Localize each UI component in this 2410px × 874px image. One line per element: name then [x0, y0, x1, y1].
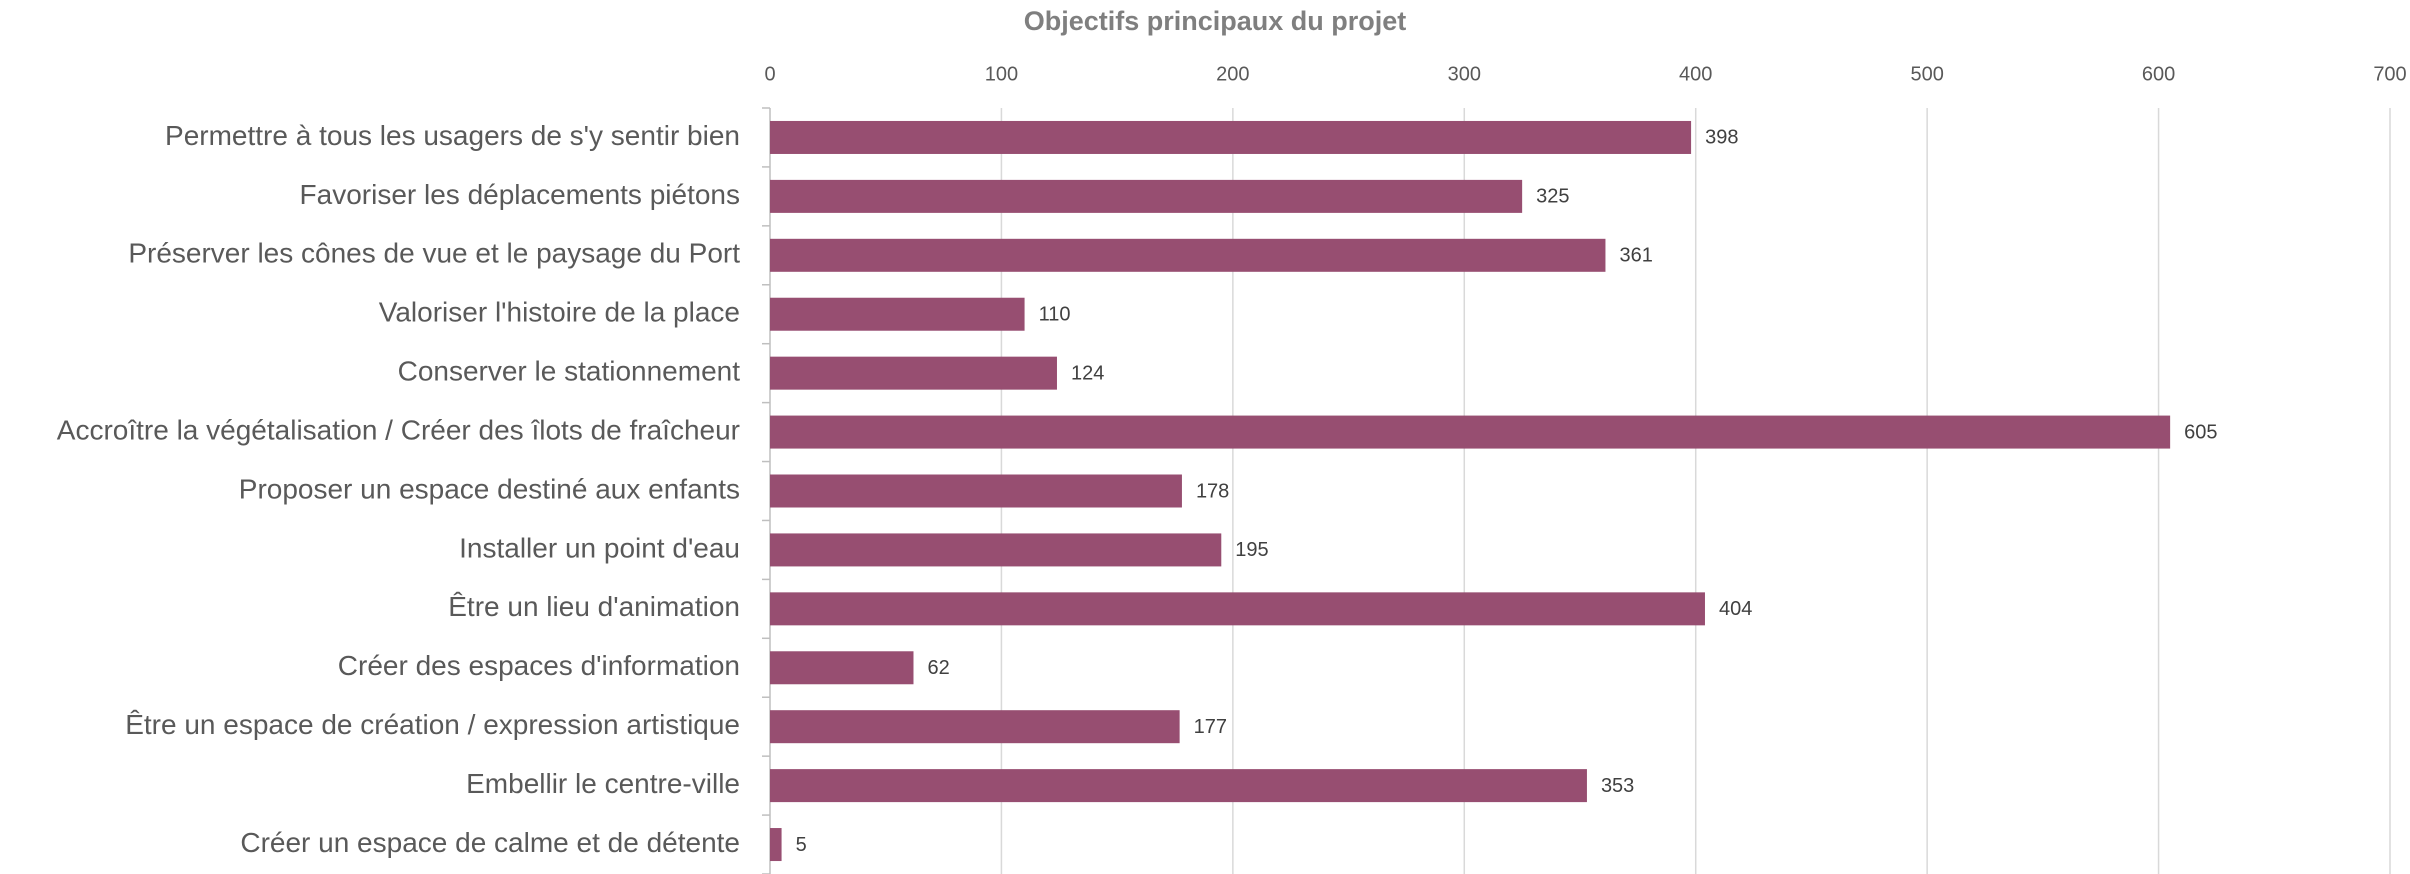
data-label: 325	[1536, 186, 1569, 208]
bar	[770, 297, 1025, 331]
data-label: 124	[1071, 362, 1104, 384]
y-tick-label: Proposer un espace destiné aux enfants	[239, 473, 740, 504]
y-tick-label: Embellir le centre-ville	[466, 768, 740, 799]
data-label: 62	[927, 657, 949, 679]
y-tick-label: Permettre à tous les usagers de s'y sent…	[165, 120, 740, 151]
bar	[770, 769, 1587, 803]
bar	[770, 474, 1182, 508]
bar	[770, 651, 914, 685]
bar	[770, 356, 1057, 390]
bar	[770, 828, 782, 862]
data-label: 5	[796, 834, 807, 856]
y-tick-label: Être un lieu d'animation	[448, 591, 740, 622]
bar	[770, 710, 1180, 744]
x-tick-label: 0	[764, 63, 775, 85]
x-tick-label: 700	[2373, 63, 2406, 85]
y-tick-label: Être un espace de création / expression …	[125, 709, 740, 740]
y-tick-label: Créer des espaces d'information	[338, 650, 740, 681]
data-label: 178	[1196, 480, 1229, 502]
x-tick-label: 600	[2142, 63, 2175, 85]
y-tick-label: Favoriser les déplacements piétons	[300, 179, 740, 210]
bar	[770, 415, 2171, 449]
y-tick-label: Conserver le stationnement	[398, 356, 741, 387]
y-tick-label: Valoriser l'histoire de la place	[379, 297, 740, 328]
data-label: 195	[1235, 539, 1268, 561]
bar	[770, 533, 1222, 567]
x-tick-label: 200	[1216, 63, 1249, 85]
x-tick-label: 500	[1910, 63, 1943, 85]
data-label: 398	[1705, 127, 1738, 149]
bar	[770, 120, 1692, 154]
x-tick-label: 100	[985, 63, 1018, 85]
data-label: 361	[1619, 245, 1652, 267]
data-label: 404	[1719, 598, 1752, 620]
chart-title: Objectifs principaux du projet	[1024, 6, 1407, 36]
y-tick-label: Installer un point d'eau	[459, 532, 740, 563]
data-label: 353	[1601, 775, 1634, 797]
data-label: 605	[2184, 421, 2217, 443]
y-tick-label: Créer un espace de calme et de détente	[240, 827, 740, 858]
x-tick-label: 400	[1679, 63, 1712, 85]
y-tick-label: Accroître la végétalisation / Créer des …	[57, 414, 740, 445]
x-tick-label: 300	[1448, 63, 1481, 85]
bar	[770, 592, 1705, 626]
data-label: 110	[1039, 304, 1071, 326]
bar	[770, 238, 1606, 272]
data-label: 177	[1194, 716, 1227, 738]
y-tick-label: Préserver les cônes de vue et le paysage…	[128, 238, 740, 269]
bar	[770, 179, 1523, 213]
